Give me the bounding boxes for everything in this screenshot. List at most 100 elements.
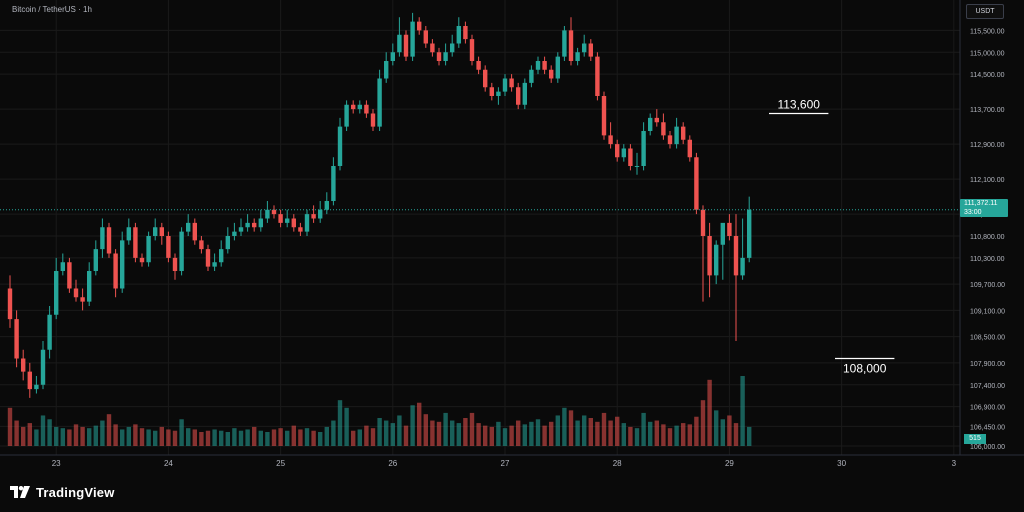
volume-bar	[324, 426, 329, 446]
price-axis-label: 109,700.00	[970, 282, 1005, 289]
volume-bar	[595, 421, 600, 446]
volume-bar	[720, 419, 725, 446]
candle-body	[133, 227, 138, 258]
candle-body	[370, 113, 376, 127]
volume-bar	[186, 428, 191, 446]
bar-countdown: 33:00	[964, 209, 982, 216]
price-axis-label: 110,300.00	[970, 256, 1005, 263]
volume-bar	[199, 432, 204, 446]
candle-body	[588, 43, 593, 57]
candle-body	[535, 61, 541, 70]
volume-bar	[397, 415, 402, 446]
candle-body	[496, 91, 501, 96]
annotation-label: 113,600	[777, 98, 820, 112]
volume-bar	[522, 424, 527, 446]
volume-bar	[166, 429, 171, 446]
volume-bar	[661, 424, 666, 446]
candle-body	[14, 319, 19, 359]
candle-body	[331, 166, 336, 201]
candle-body	[304, 214, 310, 232]
candle-body	[469, 39, 475, 61]
candle-body	[476, 61, 481, 70]
volume-bar	[344, 407, 349, 446]
volume-bar	[476, 423, 481, 446]
volume-bar	[588, 418, 593, 446]
time-axis-label: 26	[388, 459, 397, 468]
volume-bar	[252, 426, 257, 446]
candle-body	[87, 271, 92, 302]
candle-body	[747, 209, 752, 258]
volume-bar	[694, 416, 699, 446]
candle-body	[93, 249, 98, 271]
candle-body	[73, 288, 79, 298]
price-axis-label: 115,500.00	[970, 28, 1005, 35]
volume-bar	[377, 418, 382, 446]
candle-body	[377, 78, 382, 127]
brand-name: TradingView	[36, 484, 115, 500]
candle-body	[615, 144, 620, 158]
volume-bar	[549, 421, 554, 446]
currency-badge[interactable]: USDT	[966, 4, 1004, 19]
volume-bar	[403, 425, 409, 446]
candle-body	[740, 257, 745, 276]
candle-body	[403, 34, 409, 57]
candle-body	[509, 78, 514, 88]
candle-body	[641, 131, 646, 166]
candle-body	[601, 96, 607, 136]
time-axis-label: 30	[837, 459, 846, 468]
volume-bar	[747, 426, 752, 446]
price-axis-label: 115,000.00	[970, 50, 1005, 57]
volume-bar	[562, 407, 567, 446]
volume-bar	[192, 429, 197, 446]
volume-bar	[641, 412, 646, 446]
candle-body	[225, 236, 230, 250]
volume-bar	[469, 412, 475, 446]
volume-bar	[311, 430, 316, 446]
candle-body	[522, 82, 527, 105]
price-axis-label: 112,100.00	[970, 177, 1005, 184]
candle-body	[430, 43, 435, 53]
volume-bar	[674, 425, 679, 446]
tradingview-logo-icon	[10, 486, 30, 498]
candle-body	[324, 201, 329, 210]
volume-bar	[456, 423, 461, 446]
volume-bar	[436, 421, 442, 446]
volume-bar	[654, 420, 659, 446]
candle-body	[720, 222, 725, 245]
candle-body	[628, 148, 633, 166]
candle-body	[344, 104, 349, 127]
price-axis-label: 106,450.00	[970, 424, 1005, 431]
candle-body	[700, 209, 706, 236]
price-axis-label: 112,900.00	[970, 142, 1005, 149]
candle-body	[549, 69, 554, 79]
candle-body	[311, 214, 316, 219]
candle-body	[278, 214, 283, 223]
volume-bar	[106, 414, 112, 446]
volume-bar	[450, 420, 455, 446]
candle-body	[238, 227, 244, 232]
volume-bar	[153, 430, 158, 446]
volume-bar	[384, 420, 389, 446]
candle-body	[258, 218, 263, 228]
tradingview-logo[interactable]: TradingView	[10, 484, 115, 500]
volume-bar	[337, 400, 343, 446]
candle-body	[298, 227, 303, 232]
candle-body	[687, 139, 692, 158]
volume-bar	[14, 420, 19, 446]
candle-body	[186, 222, 191, 232]
candle-body	[516, 87, 521, 105]
volume-bar	[318, 432, 323, 446]
volume-bar	[423, 414, 428, 446]
candle-body	[318, 209, 323, 219]
candle-body	[80, 297, 85, 302]
last-price-value: 111,372.11	[964, 200, 998, 207]
volume-bar	[212, 429, 217, 446]
volume-bar	[298, 429, 303, 446]
volume-bar	[608, 420, 613, 446]
volume-bar	[575, 420, 580, 446]
volume-bar	[126, 426, 131, 446]
volume-bar	[285, 430, 290, 446]
candle-body	[608, 135, 613, 145]
